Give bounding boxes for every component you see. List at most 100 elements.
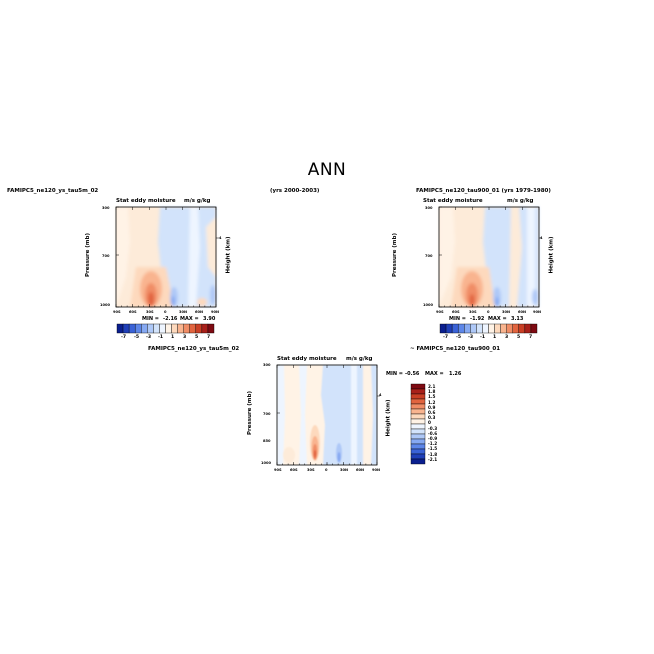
colorbar-swatch [494, 323, 501, 334]
colorbar-2 [439, 323, 538, 334]
colorbar-swatch [177, 323, 184, 334]
panel-2-min-label: MIN = [449, 316, 466, 322]
panel-3-y2tick-4: 4 [379, 393, 382, 397]
colorbar-3-label: 0.3 [428, 415, 436, 421]
colorbar-3-label: -0.3 [428, 425, 438, 431]
colorbar-swatch [410, 398, 426, 405]
panel-1-ytick-1000: 1000 [100, 303, 111, 307]
colorbar-swatch [410, 403, 426, 410]
colorbar-swatch [410, 453, 426, 460]
colorbar-3-label: 1.8 [428, 389, 436, 395]
panel-2-xtick-0: 0 [487, 310, 490, 314]
panel-2-ytick-1000: 1000 [423, 303, 434, 307]
colorbar-swatch [476, 323, 483, 334]
colorbar-swatch [410, 458, 426, 465]
panel-3-min-label: MIN = [386, 371, 403, 377]
panel-2-title: Stat eddy moisture [423, 198, 483, 204]
colorbar-swatch [189, 323, 197, 334]
page-title: ANN [307, 160, 347, 180]
colorbar-3-label: 1.5 [428, 394, 436, 400]
colorbar-swatch [445, 323, 453, 334]
panel-1-title: Stat eddy moisture [116, 198, 176, 204]
colorbar-3-label: 0.9 [428, 404, 436, 410]
colorbar-swatch [201, 323, 209, 334]
panel-3-title: Stat eddy moisture [277, 356, 337, 362]
panel-2-xtick-30n: 30N [502, 310, 511, 314]
years-label-left: (yrs 2000-2003) [270, 188, 320, 194]
colorbar-2-label: -7 [443, 335, 449, 340]
case-label-right: FAMIPC5_ne120_tau900_01 (yrs 1979-1980) [416, 188, 551, 194]
diff-case-label-b: ~ FAMIPC5_ne120_tau900_01 [410, 346, 501, 352]
colorbar-1-label: -3 [146, 335, 152, 340]
colorbar-1 [116, 323, 215, 334]
colorbar-swatch [410, 388, 426, 395]
panel-1-y2tick-4: 4 [219, 236, 222, 240]
colorbar-swatch [410, 408, 426, 415]
colorbar-swatch [195, 323, 203, 334]
colorbar-swatch [464, 323, 471, 334]
colorbar-swatch [410, 448, 426, 455]
colorbar-3-label: -2.1 [428, 456, 438, 462]
axis-ticks [115, 206, 542, 466]
panel-3-xtick-30s: 30S [307, 468, 315, 472]
panel-2-xtick-90n: 90N [533, 310, 542, 314]
panel-3-max-value: 1.26 [449, 371, 462, 377]
panel-3-ytick-850: 850 [263, 439, 271, 443]
colorbar-3-label: -1.5 [428, 446, 438, 452]
panel-3-ytick-1000: 1000 [261, 461, 272, 465]
colorbar-1-label: -7 [121, 335, 127, 340]
colorbar-swatch [451, 323, 459, 334]
colorbar-swatch [512, 323, 520, 334]
panel-3-field [276, 364, 378, 466]
colorbar-swatch [530, 323, 538, 334]
panel-1-xtick-60s: 60S [129, 310, 137, 314]
panel-1-units: m/s g/kg [184, 198, 211, 204]
colorbar-swatch [506, 323, 513, 334]
colorbar-3-label: 1.2 [428, 399, 436, 405]
colorbar-1-label: -5 [134, 335, 140, 340]
panel-3-ytick-300: 300 [263, 363, 271, 367]
panel-1-field [115, 206, 217, 308]
colorbar-swatch [171, 323, 178, 334]
colorbar-swatch [141, 323, 148, 334]
panel-2-max-value: 3.13 [511, 316, 524, 322]
colorbar-swatch [128, 323, 136, 334]
panel-3-xtick-0: 0 [325, 468, 328, 472]
panel-3-xtick-60n: 60N [356, 468, 365, 472]
colorbar-swatch [482, 323, 489, 334]
colorbar-swatch [183, 323, 190, 334]
colorbar-swatch [207, 323, 215, 334]
colorbar-swatch [410, 423, 426, 430]
colorbar-1-label: 3 [183, 335, 187, 340]
colorbar-1-label: 1 [171, 335, 175, 340]
panel-2-ytick-700: 700 [425, 254, 433, 258]
colorbar-2-label: -1 [480, 335, 486, 340]
colorbar-swatch [134, 323, 142, 334]
colorbar-swatch [410, 443, 426, 450]
panel-3-xtick-60s: 60S [290, 468, 298, 472]
colorbar-swatch [165, 323, 172, 334]
colorbar-3-label: 2.1 [428, 384, 436, 389]
colorbar-3-label: -1.2 [428, 441, 438, 447]
panel-1-xtick-90n: 90N [211, 310, 220, 314]
colorbar-swatch [524, 323, 532, 334]
colorbar-swatch [410, 413, 426, 420]
colorbar-swatch [500, 323, 507, 334]
panel-1-ytick-300: 300 [102, 206, 110, 210]
panel-2-min-value: -1.92 [470, 316, 485, 322]
colorbar-swatch [410, 418, 426, 425]
panel-1-xtick-0: 0 [164, 310, 167, 314]
panel-2-units: m/s g/kg [507, 198, 534, 204]
colorbar-swatch [147, 323, 154, 334]
colorbar-3-label: -0.6 [428, 430, 438, 436]
panel-2-max-label: MAX = [488, 316, 507, 322]
panel-3-ytick-700: 700 [263, 412, 271, 416]
colorbar-1-label: 7 [207, 335, 211, 340]
colorbar-swatch [439, 323, 447, 334]
panel-1-xtick-30n: 30N [179, 310, 188, 314]
panel-3-min-value: -0.56 [405, 371, 420, 377]
colorbar-swatch [518, 323, 526, 334]
panel-3-xtick-90s: 90S [274, 468, 282, 472]
panel-2-xtick-60n: 60N [518, 310, 527, 314]
